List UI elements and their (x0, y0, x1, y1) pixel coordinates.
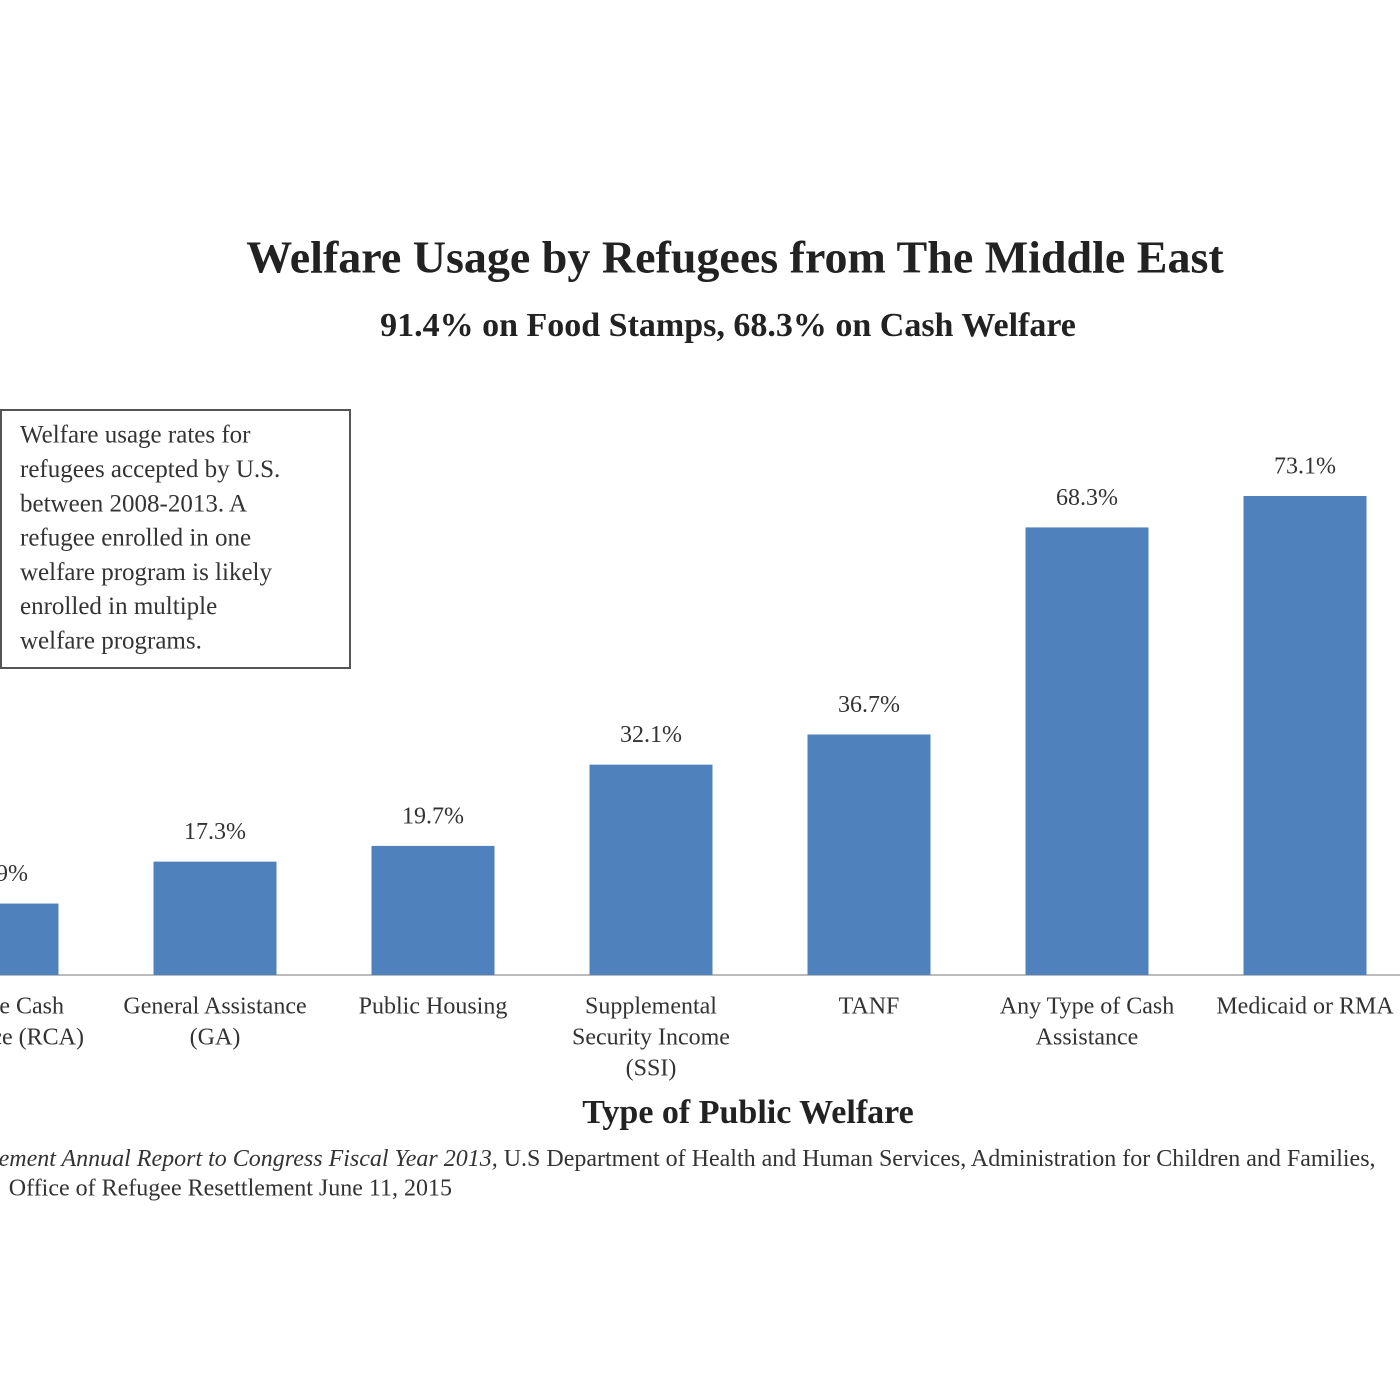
x-tick-label: TANF (839, 994, 900, 1020)
source-line: Refugee Resettlement Annual Report to Co… (0, 1146, 1376, 1172)
x-tick-label: Public Housing (359, 994, 508, 1020)
annotation-line: Welfare usage rates for (20, 422, 251, 449)
x-tick-label: Assistance (RCA) (0, 1025, 84, 1051)
value-label: 32.1% (620, 722, 682, 748)
bar (1025, 527, 1149, 975)
x-tick-label: Refugee Cash (0, 994, 64, 1020)
x-tick-label: Assistance (1036, 1025, 1139, 1051)
bar (1243, 495, 1367, 975)
annotation-line: enrolled in multiple (20, 593, 217, 620)
bar (371, 845, 495, 975)
value-label: 10.9% (0, 861, 28, 887)
bar (153, 861, 277, 975)
source-italic: Refugee Resettlement Annual Report to Co… (0, 1146, 498, 1172)
x-tick-label: Supplemental (585, 994, 717, 1020)
x-tick-label: Medicaid or RMA (1216, 994, 1394, 1020)
annotation-line: refugees accepted by U.S. (20, 456, 280, 483)
x-tick-label: Security Income (572, 1025, 730, 1051)
x-tick-label: Any Type of Cash (1000, 994, 1175, 1020)
chart-subtitle: 91.4% on Food Stamps, 68.3% on Cash Welf… (380, 307, 1076, 344)
value-label: 36.7% (838, 692, 900, 718)
source-rest: U.S Department of Health and Human Servi… (504, 1146, 1376, 1172)
bar (807, 734, 931, 975)
value-label: 68.3% (1056, 485, 1118, 511)
annotation-line: welfare program is likely (20, 559, 272, 586)
x-tick-label: (SSI) (626, 1056, 677, 1082)
annotation-line: welfare programs. (20, 628, 202, 655)
bar (0, 903, 59, 975)
chart-title: Welfare Usage by Refugees from The Middl… (246, 232, 1224, 283)
x-axis-title: Type of Public Welfare (582, 1094, 913, 1131)
value-label: 73.1% (1274, 453, 1336, 479)
annotation-box (0, 409, 351, 669)
value-label: 19.7% (402, 803, 464, 829)
value-label: 17.3% (184, 819, 246, 845)
x-tick-label: (GA) (190, 1025, 241, 1051)
x-tick-label: General Assistance (123, 994, 306, 1020)
annotation-line: between 2008-2013. A (20, 490, 247, 517)
source-line-2: Office of Refugee Resettlement June 11, … (9, 1176, 452, 1202)
bar (589, 764, 713, 975)
annotation-line: refugee enrolled in one (20, 525, 251, 552)
